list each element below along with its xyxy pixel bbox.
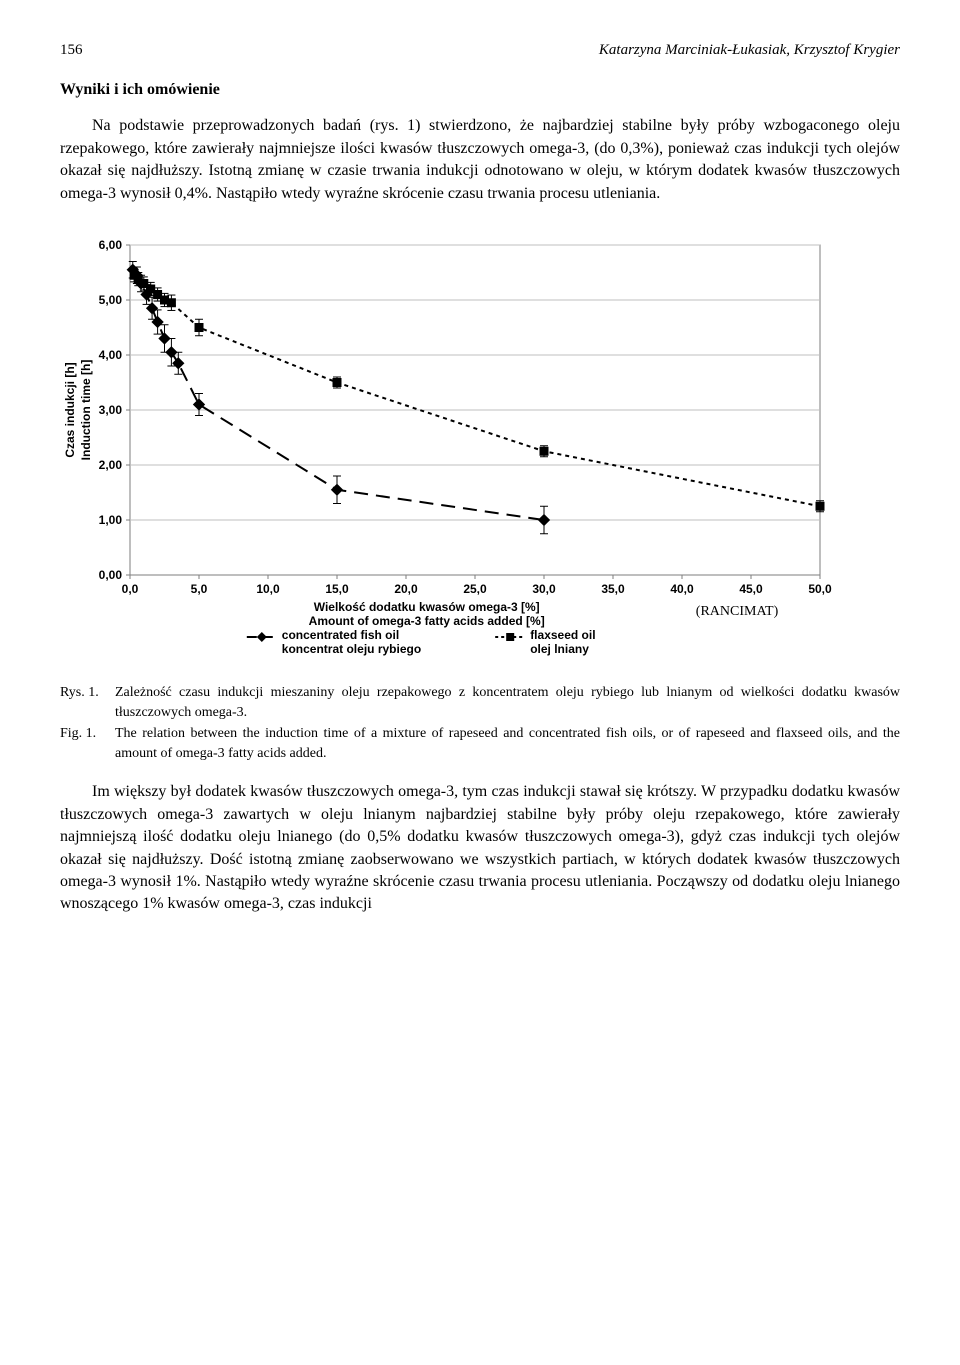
svg-text:5,0: 5,0 xyxy=(191,582,208,596)
paragraph-1: Na podstawie przeprowadzonych badań (rys… xyxy=(60,115,900,205)
svg-text:Wielkość dodatku kwasów omega-: Wielkość dodatku kwasów omega-3 [%] xyxy=(314,600,540,614)
caption-rys-label: Rys. 1. xyxy=(60,683,115,722)
svg-text:15,0: 15,0 xyxy=(325,582,349,596)
svg-text:2,00: 2,00 xyxy=(99,458,123,472)
svg-text:50,0: 50,0 xyxy=(808,582,832,596)
svg-text:30,0: 30,0 xyxy=(532,582,556,596)
svg-text:20,0: 20,0 xyxy=(394,582,418,596)
svg-text:Amount of omega-3 fatty acids: Amount of omega-3 fatty acids added [%] xyxy=(309,614,545,628)
svg-text:40,0: 40,0 xyxy=(670,582,694,596)
svg-text:6,00: 6,00 xyxy=(99,238,123,252)
svg-text:10,0: 10,0 xyxy=(256,582,280,596)
svg-text:Czas indukcji [h]: Czas indukcji [h] xyxy=(63,362,77,457)
svg-text:olej lniany: olej lniany xyxy=(530,642,589,656)
caption-fig-text: The relation between the induction time … xyxy=(115,724,900,763)
svg-text:3,00: 3,00 xyxy=(99,403,123,417)
figure-1: 0,00 1,00 2,00 3,00 4,00 5,00 6,00 0,0 5,0 10,0 15… xyxy=(60,225,900,665)
svg-text:35,0: 35,0 xyxy=(601,582,625,596)
page-number: 156 xyxy=(60,40,83,61)
svg-text:Induction time [h]: Induction time [h] xyxy=(79,360,93,461)
svg-text:(RANCIMAT): (RANCIMAT) xyxy=(696,604,779,619)
svg-text:koncentrat oleju rybiego: koncentrat oleju rybiego xyxy=(282,642,421,656)
chart-svg: 0,00 1,00 2,00 3,00 4,00 5,00 6,00 0,0 5,0 10,0 15… xyxy=(60,225,840,665)
svg-text:concentrated fish oil: concentrated fish oil xyxy=(282,628,399,642)
svg-text:flaxseed oil: flaxseed oil xyxy=(530,628,595,642)
svg-text:1,00: 1,00 xyxy=(99,513,123,527)
page-header: 156 Katarzyna Marciniak-Łukasiak, Krzysz… xyxy=(60,40,900,61)
caption-fig-label: Fig. 1. xyxy=(60,724,115,763)
svg-text:45,0: 45,0 xyxy=(739,582,763,596)
header-authors: Katarzyna Marciniak-Łukasiak, Krzysztof … xyxy=(599,40,900,61)
svg-text:0,00: 0,00 xyxy=(99,568,123,582)
svg-text:4,00: 4,00 xyxy=(99,348,123,362)
paragraph-2: Im większy był dodatek kwasów tłuszczowy… xyxy=(60,781,900,915)
caption-rys-text: Zależność czasu indukcji mieszaniny olej… xyxy=(115,683,900,722)
section-heading: Wyniki i ich omówienie xyxy=(60,79,900,101)
svg-text:5,00: 5,00 xyxy=(99,293,123,307)
figure-caption: Rys. 1. Zależność czasu indukcji mieszan… xyxy=(60,683,900,763)
svg-text:0,0: 0,0 xyxy=(122,582,139,596)
svg-text:25,0: 25,0 xyxy=(463,582,487,596)
